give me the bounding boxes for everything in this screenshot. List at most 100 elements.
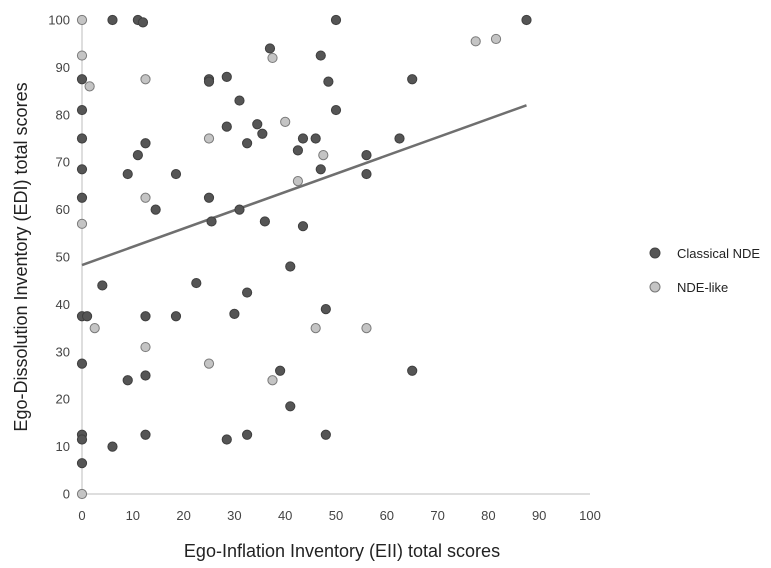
point-classical-nde	[221, 434, 232, 445]
point-nde-like	[280, 116, 291, 128]
y-tick-label: 80	[56, 107, 70, 122]
x-tick-label: 60	[380, 508, 394, 523]
x-tick-labels: 0 10 20 30 40 50 60 70 80 90 100	[78, 508, 600, 523]
point-classical-nde	[242, 429, 253, 440]
y-tick-label: 60	[56, 202, 70, 217]
point-nde-like	[76, 218, 88, 229]
point-nde-like	[267, 375, 278, 386]
point-classical-nde	[264, 43, 276, 54]
point-classical-nde	[521, 14, 532, 26]
point-classical-nde	[320, 429, 331, 440]
x-tick-label: 30	[227, 508, 241, 523]
point-classical-nde	[297, 221, 309, 232]
point-nde-like	[76, 50, 88, 61]
point-classical-nde	[206, 216, 217, 227]
point-classical-nde	[76, 104, 88, 116]
point-classical-nde	[330, 104, 342, 116]
trendline-group	[81, 104, 527, 267]
y-axis-title: Ego-Dissolution Inventory (EDI) total sc…	[11, 82, 31, 431]
point-classical-nde	[140, 429, 151, 440]
data-points	[76, 14, 532, 500]
legend: Classical NDE NDE-like	[649, 246, 760, 295]
x-tick-label: 40	[278, 508, 292, 523]
point-classical-nde	[320, 304, 331, 315]
point-nde-like	[140, 74, 151, 85]
legend-label-classical-nde: Classical NDE	[677, 246, 760, 261]
point-classical-nde	[315, 164, 326, 175]
point-classical-nde	[285, 401, 296, 412]
point-classical-nde	[234, 95, 245, 106]
y-tick-label: 100	[48, 13, 70, 28]
point-classical-nde	[76, 164, 88, 175]
point-classical-nde	[361, 168, 372, 180]
legend-label-nde-like: NDE-like	[677, 280, 728, 295]
x-axis-title: Ego-Inflation Inventory (EII) total scor…	[184, 541, 500, 561]
point-classical-nde	[122, 375, 133, 386]
legend-marker-classical-nde	[649, 247, 661, 259]
x-tick-label: 20	[176, 508, 190, 523]
legend-marker-nde-like	[649, 281, 661, 293]
point-classical-nde	[76, 434, 88, 445]
point-classical-nde	[275, 365, 286, 376]
point-classical-nde	[150, 204, 161, 215]
point-classical-nde	[76, 74, 88, 85]
y-tick-label: 40	[56, 297, 70, 312]
point-nde-like	[203, 133, 215, 144]
point-nde-like	[140, 192, 151, 203]
point-classical-nde	[140, 138, 151, 149]
x-tick-label: 0	[78, 508, 85, 523]
point-classical-nde	[76, 133, 88, 144]
y-tick-labels: 0 10 20 30 40 50 60 70 80 90 100	[48, 13, 70, 502]
point-classical-nde	[81, 311, 93, 322]
point-classical-nde	[323, 76, 334, 87]
point-classical-nde	[407, 365, 418, 376]
point-classical-nde	[394, 133, 405, 144]
point-classical-nde	[315, 50, 326, 61]
y-tick-label: 10	[56, 439, 70, 454]
point-classical-nde	[137, 17, 149, 28]
point-nde-like	[84, 81, 95, 92]
point-classical-nde	[203, 76, 215, 87]
point-classical-nde	[221, 121, 232, 132]
y-tick-label: 70	[56, 155, 70, 170]
point-classical-nde	[107, 441, 118, 452]
point-nde-like	[470, 36, 481, 47]
y-tick-label: 50	[56, 250, 70, 265]
point-classical-nde	[229, 308, 240, 319]
legend-item-nde-like: NDE-like	[649, 280, 728, 295]
y-tick-label: 90	[56, 60, 70, 75]
point-nde-like	[267, 52, 278, 64]
point-nde-like	[490, 33, 502, 45]
point-classical-nde	[252, 119, 263, 130]
point-classical-nde	[170, 168, 182, 180]
point-classical-nde	[257, 128, 268, 139]
legend-item-classical-nde: Classical NDE	[649, 246, 760, 261]
point-nde-like	[76, 14, 88, 26]
point-classical-nde	[221, 71, 232, 82]
point-classical-nde	[330, 14, 342, 26]
point-classical-nde	[132, 149, 143, 161]
point-classical-nde	[292, 145, 303, 156]
point-classical-nde	[97, 280, 108, 291]
point-classical-nde	[191, 277, 202, 289]
point-classical-nde	[76, 458, 88, 469]
point-nde-like	[310, 323, 321, 334]
x-tick-label: 10	[126, 508, 140, 523]
x-tick-label: 70	[430, 508, 444, 523]
point-classical-nde	[122, 168, 133, 180]
point-nde-like	[292, 176, 303, 187]
point-classical-nde	[259, 216, 270, 227]
point-nde-like	[203, 358, 215, 369]
point-classical-nde	[242, 287, 253, 298]
y-tick-label: 30	[56, 344, 70, 359]
point-classical-nde	[242, 138, 253, 149]
point-classical-nde	[407, 74, 418, 85]
x-tick-label: 50	[329, 508, 343, 523]
point-classical-nde	[107, 14, 118, 26]
point-classical-nde	[310, 133, 321, 144]
point-nde-like	[318, 149, 329, 161]
x-tick-label: 100	[579, 508, 601, 523]
point-classical-nde	[361, 149, 372, 161]
